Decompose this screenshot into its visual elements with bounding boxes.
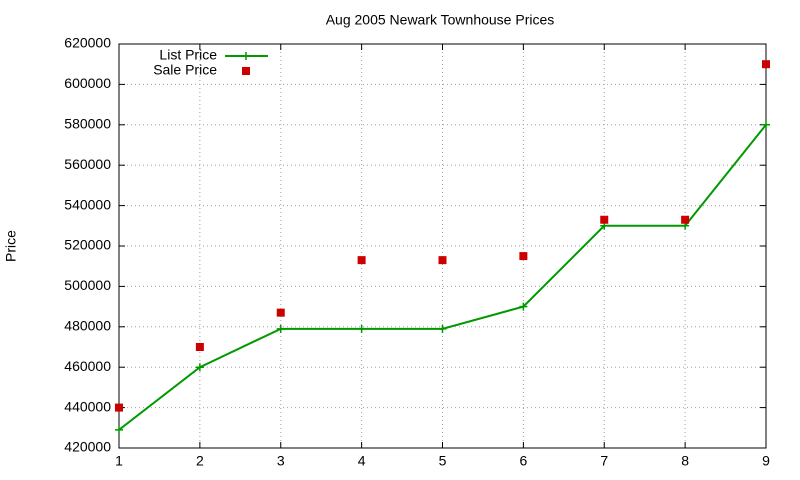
chart-title: Aug 2005 Newark Townhouse Prices: [326, 12, 555, 28]
y-tick-label: 460000: [64, 358, 111, 374]
data-point: [681, 215, 690, 224]
x-tick-label: 3: [277, 453, 285, 469]
plot-frame: [118, 43, 767, 449]
y-tick-label: 540000: [64, 196, 111, 212]
x-tick-label: 1: [115, 453, 123, 469]
data-point: [438, 256, 447, 265]
data-point: [115, 403, 123, 412]
y-tick-label: 440000: [64, 398, 111, 414]
data-point: [438, 324, 447, 333]
y-tick-label: 600000: [64, 75, 111, 91]
x-tick-label: 5: [439, 453, 447, 469]
x-tick-label: 6: [519, 453, 527, 469]
data-point: [519, 252, 528, 261]
data-point: [276, 324, 285, 333]
legend-label: Sale Price: [153, 62, 217, 78]
x-tick-label: 2: [196, 453, 204, 469]
data-point: [115, 425, 123, 434]
legend-label: List Price: [159, 47, 217, 63]
x-tick-label: 9: [762, 453, 770, 469]
data-point: [600, 215, 609, 224]
x-tick-label: 4: [358, 453, 366, 469]
y-tick-label: 420000: [64, 439, 111, 455]
data-point: [762, 120, 770, 129]
legend-marker: [242, 67, 250, 75]
data-point: [357, 324, 366, 333]
data-point: [519, 302, 528, 311]
data-point: [195, 343, 204, 351]
y-axis-label: Price: [3, 230, 19, 262]
data-point: [762, 60, 770, 69]
data-point: [276, 308, 285, 317]
data-point: [357, 256, 366, 265]
y-tick-label: 520000: [64, 237, 111, 253]
legend-marker: [242, 52, 250, 60]
y-tick-label: 500000: [64, 277, 111, 293]
x-tick-label: 8: [681, 453, 689, 469]
y-tick-label: 580000: [64, 116, 111, 132]
y-tick-label: 620000: [64, 35, 111, 51]
x-tick-label: 7: [600, 453, 608, 469]
y-tick-label: 560000: [64, 156, 111, 172]
y-tick-label: 480000: [64, 318, 111, 334]
data-point: [195, 363, 204, 372]
